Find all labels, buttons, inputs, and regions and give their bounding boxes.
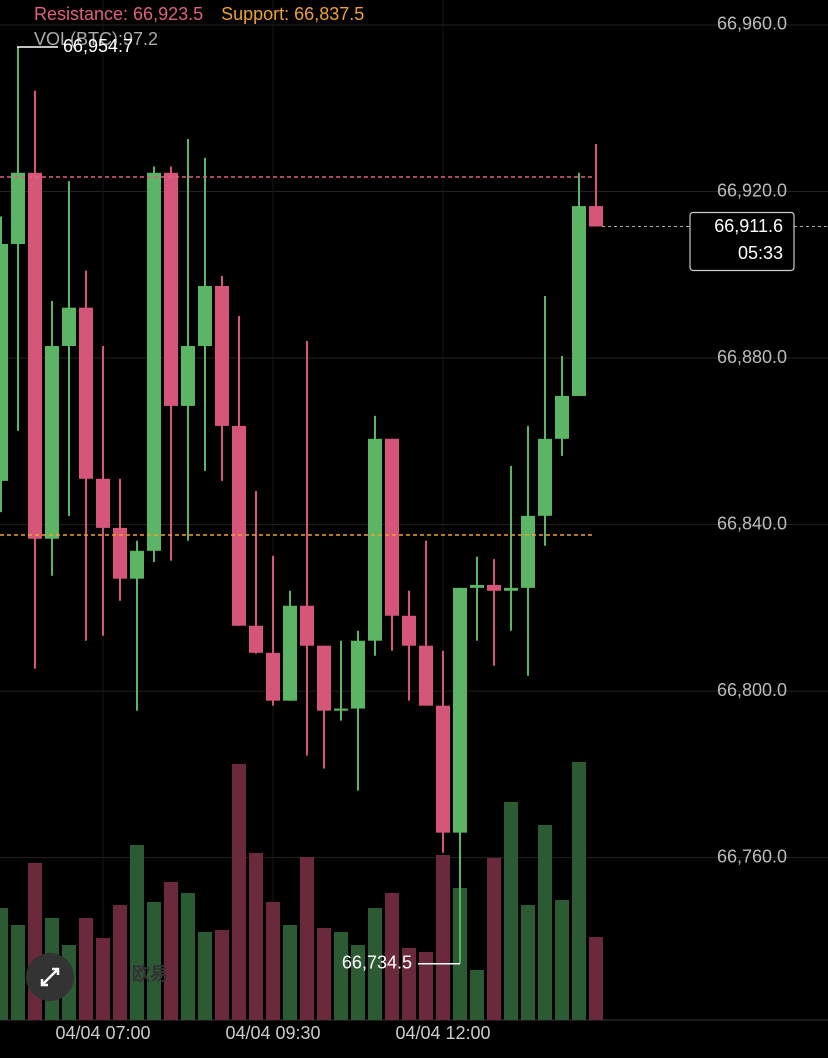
volume-bar — [266, 901, 280, 1020]
candle-body — [283, 605, 297, 701]
volume-bar — [402, 948, 416, 1020]
volume-bar — [538, 824, 552, 1020]
candle-body — [368, 438, 382, 641]
volume-bar — [130, 845, 144, 1020]
support-value: 66,837.5 — [294, 4, 364, 24]
y-tick-label: 66,880.0 — [717, 347, 787, 367]
candle-body — [96, 478, 110, 528]
candle-body — [317, 645, 331, 711]
high-marker-label: 66,954.7 — [63, 36, 133, 56]
resistance-label: Resistance: — [34, 4, 128, 24]
candle-body — [555, 395, 569, 439]
resistance-value: 66,923.5 — [133, 4, 203, 24]
candle-body — [232, 425, 246, 626]
candle-body — [300, 605, 314, 646]
candle-body — [521, 515, 535, 588]
volume-bar — [232, 763, 246, 1020]
candle-layer — [0, 47, 603, 964]
candle-body — [419, 645, 433, 706]
candle-body — [249, 625, 263, 653]
candle-body — [215, 286, 229, 426]
volume-bar — [504, 801, 518, 1020]
volume-legend: VOL(BTC):97.2 — [34, 29, 158, 49]
candle-body — [113, 527, 127, 579]
volume-bar — [317, 928, 331, 1020]
volume-bar — [198, 931, 212, 1020]
volume-bar — [572, 762, 586, 1020]
candle-body — [266, 652, 280, 701]
volume-bar — [113, 904, 127, 1020]
candle-body — [28, 172, 42, 539]
volume-bar — [164, 881, 178, 1020]
candle-body — [351, 640, 365, 709]
expand-icon — [40, 967, 60, 987]
candle-body — [0, 243, 8, 481]
volume-bar — [79, 917, 93, 1020]
candle-body — [79, 307, 93, 479]
volume-bar — [419, 952, 433, 1020]
y-tick-label: 66,960.0 — [717, 14, 787, 34]
volume-bar — [147, 901, 161, 1020]
watermark: 欧易 — [132, 963, 168, 984]
candle-body — [164, 172, 178, 406]
volume-name: VOL(BTC): — [34, 29, 123, 49]
current-price-box — [689, 211, 795, 272]
y-tick-label: 66,800.0 — [717, 680, 787, 700]
x-tick-label: 04/04 07:00 — [55, 1023, 150, 1043]
candle-body — [572, 206, 586, 396]
volume-bar — [181, 893, 195, 1020]
candle-body — [334, 708, 348, 711]
candle-body — [181, 345, 195, 406]
volume-layer — [0, 762, 603, 1020]
volume-bar — [300, 856, 314, 1020]
candle-body — [198, 286, 212, 346]
y-tick-label: 66,760.0 — [717, 846, 787, 866]
x-tick-label: 04/04 12:00 — [395, 1023, 490, 1043]
candle-body — [11, 172, 25, 244]
volume-bar — [11, 924, 25, 1020]
volume-bar — [334, 931, 348, 1020]
volume-bar — [368, 907, 382, 1020]
candle-body — [385, 438, 399, 616]
volume-bar — [555, 900, 569, 1020]
volume-bar — [283, 924, 297, 1020]
legend: Resistance: 66,923.5 Support: 66,837.5 — [34, 4, 364, 24]
candle-body — [402, 615, 416, 646]
grid — [0, 0, 828, 1021]
candle-body — [487, 584, 501, 591]
low-marker-label: 66,734.5 — [342, 953, 412, 973]
current-price-label: 66,911.6 — [714, 216, 783, 236]
candle-body — [470, 584, 484, 588]
volume-bar — [215, 929, 229, 1020]
volume-bar — [249, 852, 263, 1020]
candle-body — [589, 206, 603, 227]
volume-bar — [487, 857, 501, 1020]
x-tick-label: 04/04 09:30 — [225, 1023, 320, 1043]
volume-bar — [351, 945, 365, 1020]
candle-body — [436, 705, 450, 833]
overlay-layer: 66,960.0 66,920.0 66,880.0 66,840.0 66,800.0… — [0, 4, 828, 1043]
volume-bar — [521, 904, 535, 1020]
candle-body — [130, 550, 144, 579]
candle-body — [45, 345, 59, 539]
volume-bar — [385, 893, 399, 1020]
volume-bar — [96, 938, 110, 1020]
volume-bar — [436, 855, 450, 1020]
volume-bar — [589, 936, 603, 1020]
volume-bar — [0, 907, 8, 1020]
y-tick-label: 66,840.0 — [717, 513, 787, 533]
candle-body — [147, 172, 161, 551]
y-tick-label: 66,920.0 — [717, 180, 787, 200]
countdown: 05:33 — [738, 243, 783, 263]
expand-button[interactable] — [26, 953, 74, 1001]
volume-bar — [470, 969, 484, 1020]
candle-body — [538, 438, 552, 516]
volume-value: 97.2 — [123, 29, 158, 49]
support-label: Support: — [221, 4, 289, 24]
candle-body — [504, 587, 518, 591]
candle-body — [62, 307, 76, 346]
candle-body — [453, 587, 467, 833]
